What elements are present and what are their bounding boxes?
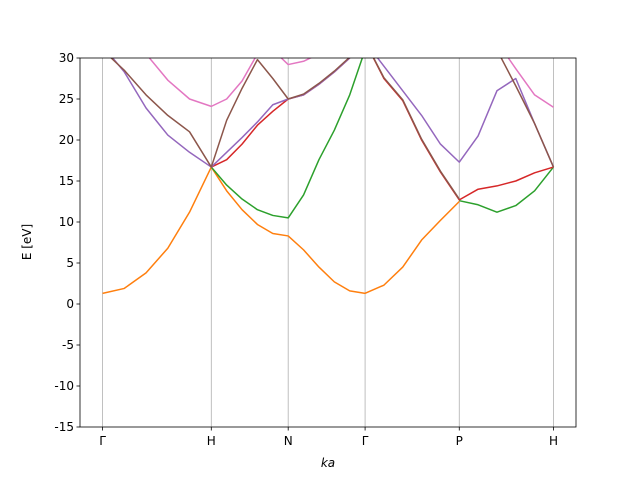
y-tick-label: 10 [59, 215, 74, 229]
band-line [111, 58, 555, 168]
y-tick-label: -5 [62, 338, 74, 352]
x-tick-label: Γ [99, 434, 106, 448]
band-line [148, 58, 554, 108]
y-tick-label: 20 [59, 133, 74, 147]
y-tick-label: -15 [54, 420, 74, 434]
y-tick-label: 30 [59, 51, 74, 65]
band-line [102, 166, 460, 295]
x-tick-label: P [456, 434, 463, 448]
x-tick-label: Γ [362, 434, 369, 448]
x-tick-label: H [549, 434, 558, 448]
y-tick-label: 15 [59, 174, 74, 188]
band-line [110, 58, 555, 200]
x-tick-label: N [284, 434, 293, 448]
band-line [210, 58, 554, 201]
y-tick-label: -10 [54, 379, 74, 393]
y-tick-label: 5 [66, 256, 74, 270]
y-axis-label: E [eV] [20, 224, 34, 260]
y-tick-label: 0 [66, 297, 74, 311]
x-tick-label: H [207, 434, 216, 448]
plot-frame [79, 57, 577, 428]
band-line [210, 58, 555, 219]
x-axis-label: ka [321, 456, 335, 470]
y-tick-label: 25 [59, 92, 74, 106]
